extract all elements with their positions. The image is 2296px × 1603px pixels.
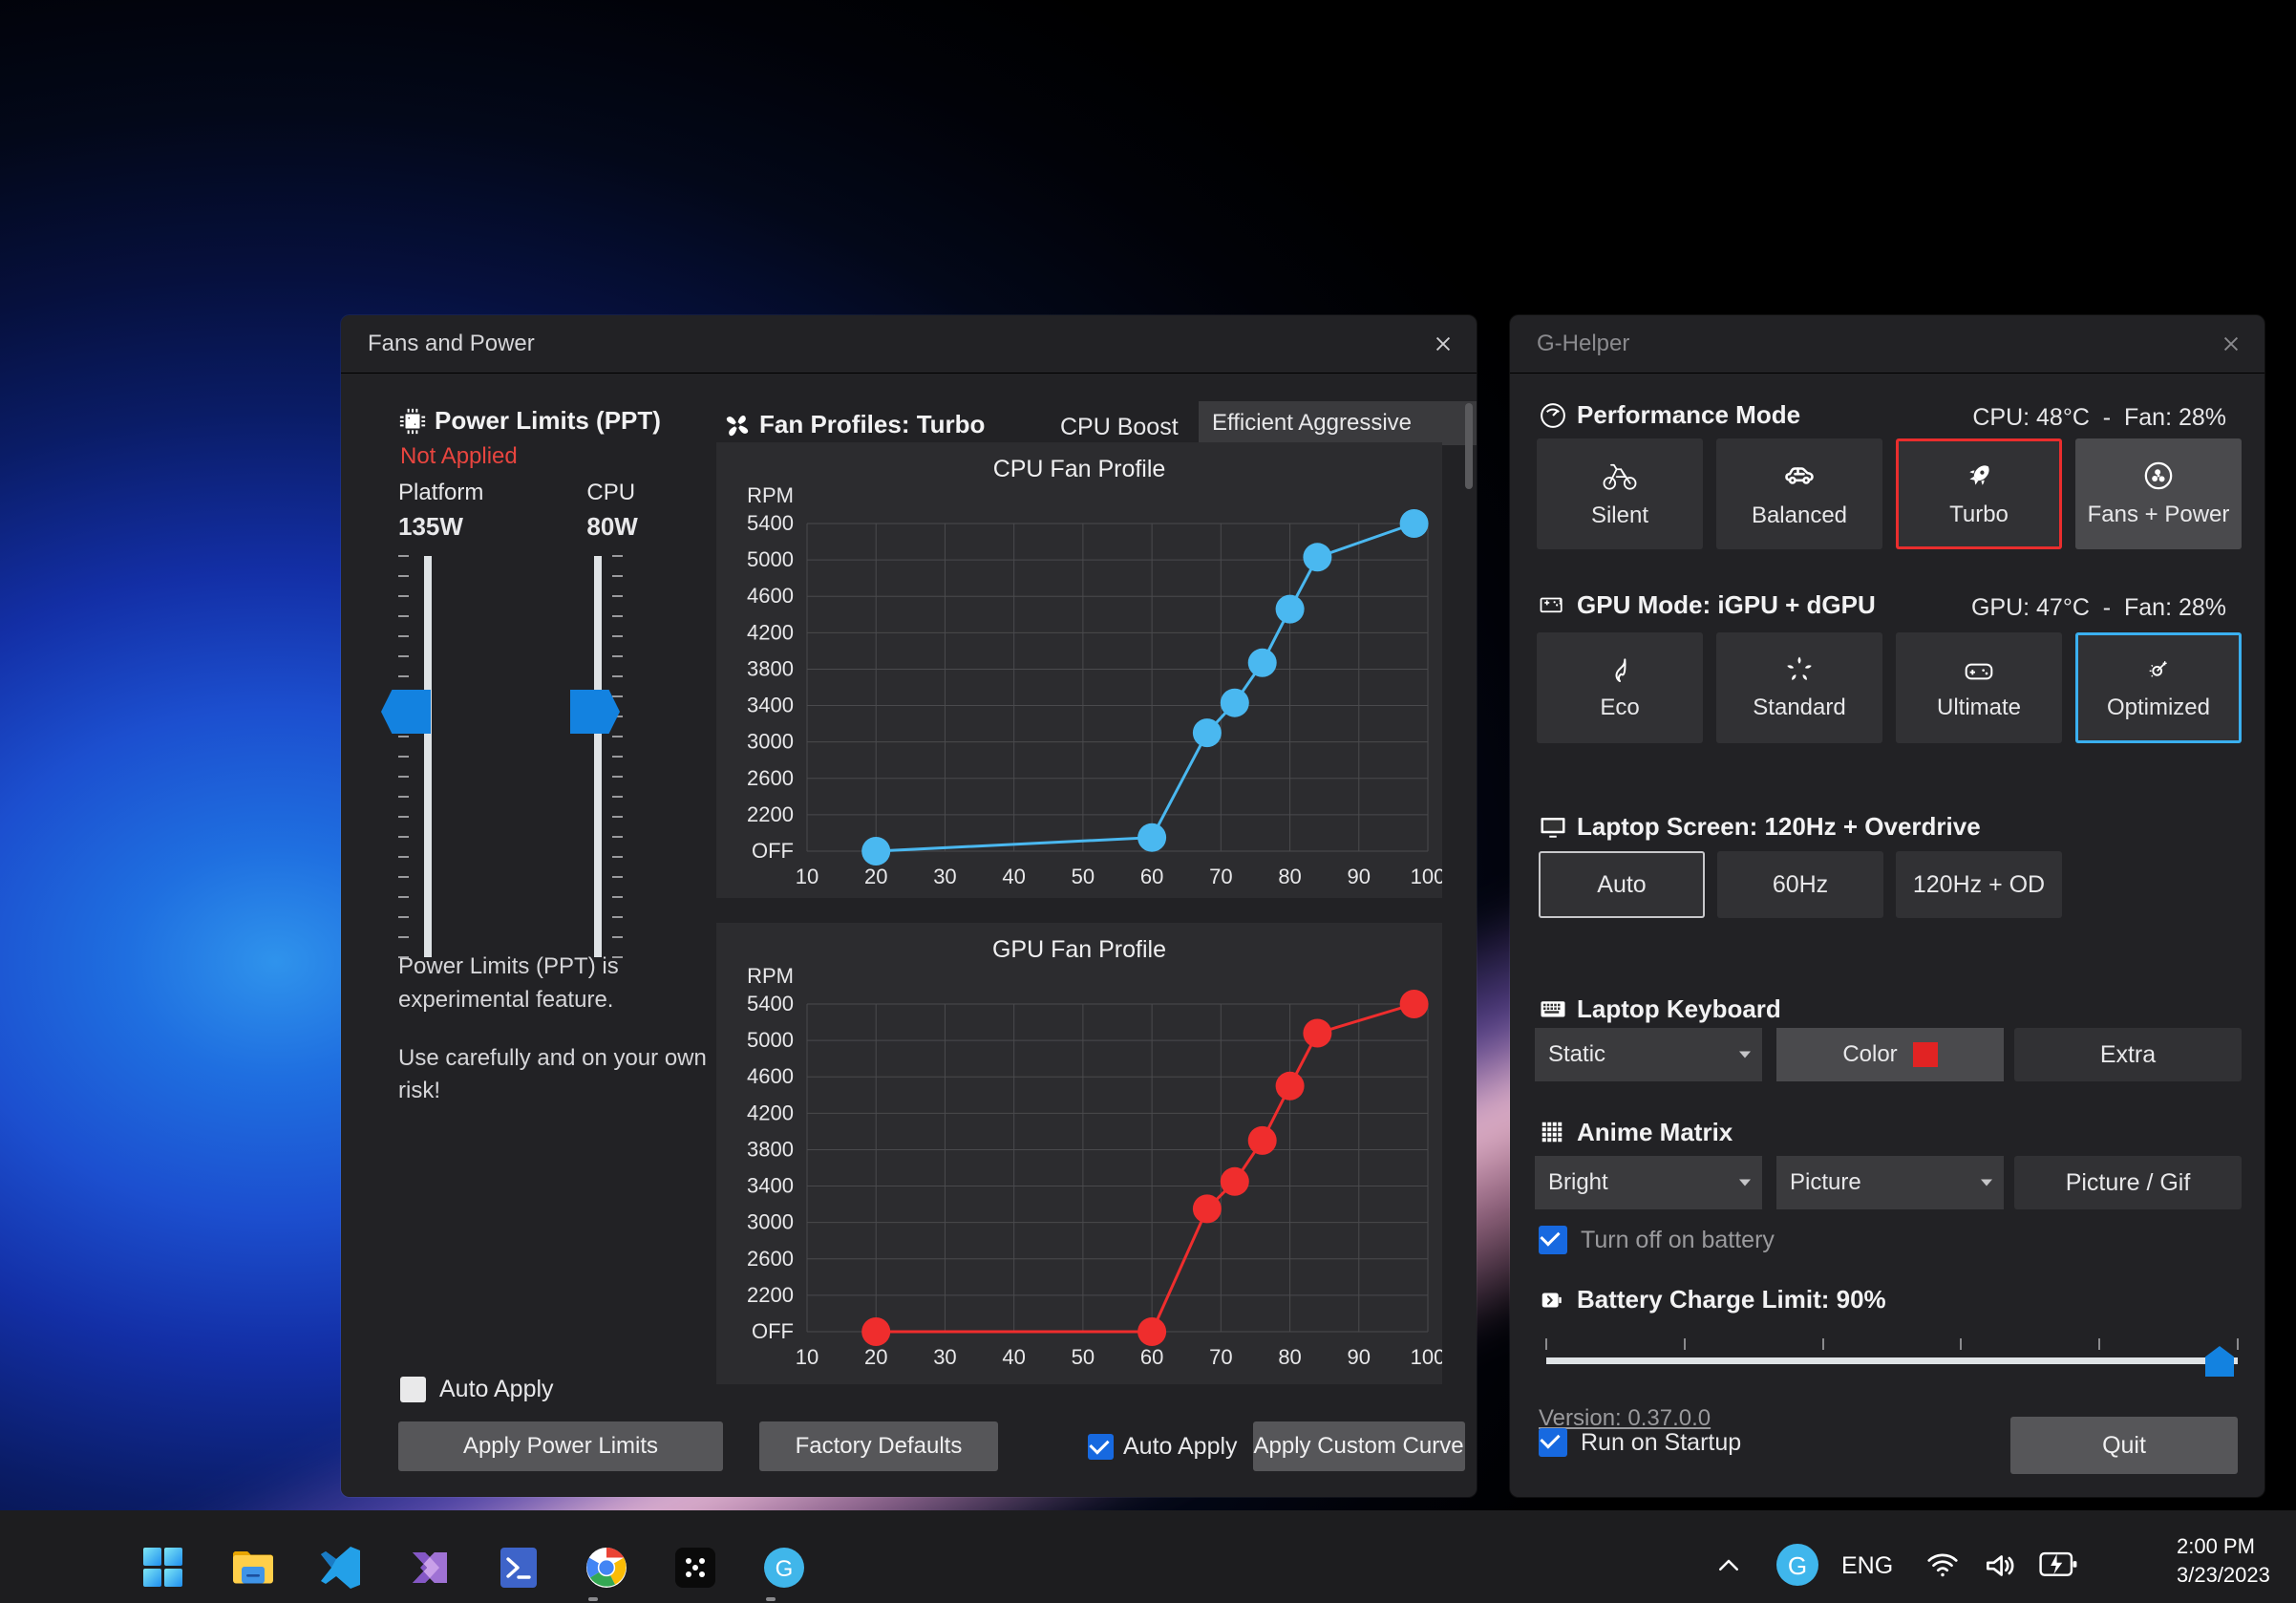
svg-text:10: 10 bbox=[796, 865, 818, 888]
svg-text:2200: 2200 bbox=[747, 802, 794, 826]
svg-text:10: 10 bbox=[796, 1345, 818, 1369]
svg-text:50: 50 bbox=[1072, 865, 1095, 888]
svg-text:70: 70 bbox=[1209, 865, 1232, 888]
svg-text:4200: 4200 bbox=[747, 1101, 794, 1124]
svg-text:4600: 4600 bbox=[747, 1064, 794, 1088]
svg-text:30: 30 bbox=[933, 865, 956, 888]
svg-text:5400: 5400 bbox=[747, 511, 794, 535]
svg-text:3000: 3000 bbox=[747, 730, 794, 754]
svg-text:3800: 3800 bbox=[747, 656, 794, 680]
svg-text:3400: 3400 bbox=[747, 1174, 794, 1198]
svg-text:80: 80 bbox=[1278, 865, 1301, 888]
svg-text:G: G bbox=[776, 1556, 794, 1582]
svg-text:G: G bbox=[1788, 1551, 1807, 1580]
svg-text:60: 60 bbox=[1140, 1345, 1163, 1369]
svg-text:4600: 4600 bbox=[747, 584, 794, 608]
svg-text:3000: 3000 bbox=[747, 1210, 794, 1234]
svg-text:40: 40 bbox=[1002, 1345, 1025, 1369]
svg-text:3400: 3400 bbox=[747, 694, 794, 717]
svg-text:RPM: RPM bbox=[747, 964, 794, 988]
svg-text:5000: 5000 bbox=[747, 547, 794, 571]
svg-text:2200: 2200 bbox=[747, 1283, 794, 1307]
svg-text:4200: 4200 bbox=[747, 620, 794, 644]
svg-text:100: 100 bbox=[1411, 865, 1442, 888]
svg-text:20: 20 bbox=[864, 865, 887, 888]
svg-text:50: 50 bbox=[1072, 1345, 1095, 1369]
svg-text:30: 30 bbox=[933, 1345, 956, 1369]
svg-text:RPM: RPM bbox=[747, 483, 794, 507]
svg-text:3800: 3800 bbox=[747, 1137, 794, 1161]
svg-text:60: 60 bbox=[1140, 865, 1163, 888]
svg-text:20: 20 bbox=[864, 1345, 887, 1369]
svg-text:100: 100 bbox=[1411, 1345, 1442, 1369]
svg-text:2600: 2600 bbox=[747, 766, 794, 790]
svg-text:2600: 2600 bbox=[747, 1247, 794, 1271]
svg-text:90: 90 bbox=[1348, 1345, 1371, 1369]
svg-text:5400: 5400 bbox=[747, 992, 794, 1015]
svg-text:40: 40 bbox=[1002, 865, 1025, 888]
svg-text:OFF: OFF bbox=[752, 1319, 794, 1343]
svg-text:5000: 5000 bbox=[747, 1028, 794, 1052]
svg-text:80: 80 bbox=[1278, 1345, 1301, 1369]
svg-text:OFF: OFF bbox=[752, 839, 794, 863]
svg-text:90: 90 bbox=[1348, 865, 1371, 888]
svg-text:70: 70 bbox=[1209, 1345, 1232, 1369]
